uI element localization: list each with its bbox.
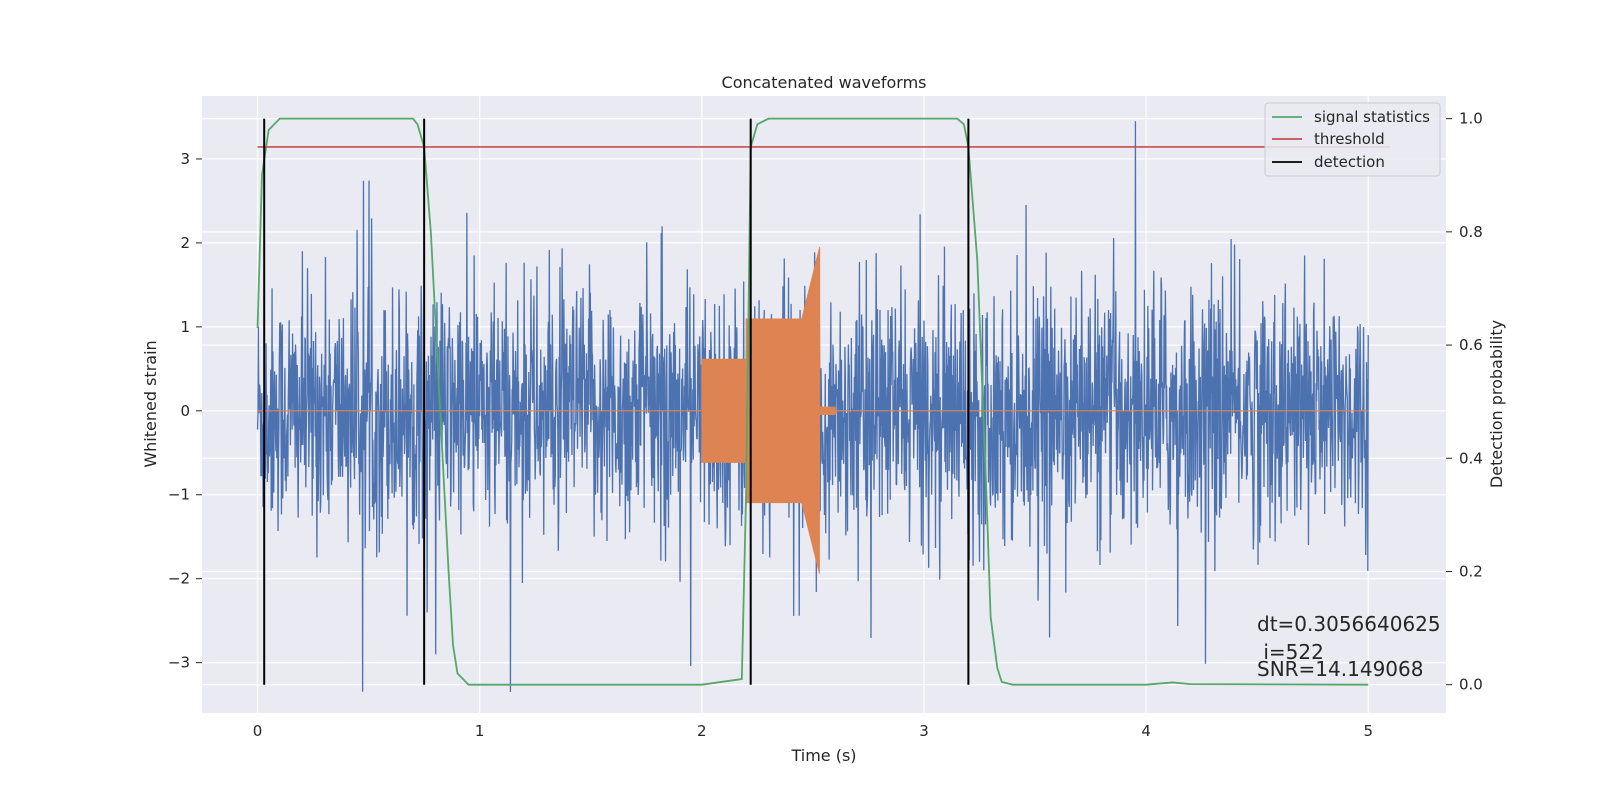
x-tick-label: 5 (1363, 722, 1373, 740)
y-tick-label: −3 (168, 654, 190, 672)
y2-tick-label: 0.0 (1459, 676, 1483, 694)
x-tick-label: 2 (697, 722, 707, 740)
y2-axis-label: Detection probability (1487, 320, 1506, 488)
y-axis-label: Whitened strain (141, 340, 160, 467)
legend-box (1264, 102, 1441, 177)
chart-title: Concatenated waveforms (722, 73, 927, 92)
x-tick-label: 3 (919, 722, 929, 740)
legend-label-detection: detection (1314, 153, 1385, 171)
legend-label-threshold: threshold (1314, 130, 1385, 148)
y-tick-label: 2 (180, 234, 190, 252)
legend-label-signal-statistics: signal statistics (1314, 108, 1430, 126)
x-axis-label: Time (s) (790, 746, 856, 765)
y2-tick-label: 0.2 (1459, 562, 1483, 580)
annotation-snr: SNR=14.149068 (1257, 657, 1423, 681)
annotation-block: dt=0.3056640625 i=522 SNR=14.149068 (1257, 612, 1441, 681)
y2-tick-label: 0.4 (1459, 449, 1483, 467)
y-tick-label: 1 (180, 318, 190, 336)
y2-tick-label: 0.6 (1459, 336, 1483, 354)
axes-layer: 0 1 2 3 4 5 −3 −2 −1 0 1 2 3 0.0 0.2 0.4 0.6 0.8 1.0 (168, 110, 1483, 740)
x-tick-label: 4 (1141, 722, 1151, 740)
y2-tick-label: 1.0 (1459, 110, 1483, 128)
series-signal-statistics-line (256, 117, 1369, 686)
data-layer (256, 117, 1391, 693)
y-tick-label: −1 (168, 486, 190, 504)
series-template-chirp-line (257, 247, 1369, 574)
annotation-dt: dt=0.3056640625 (1257, 612, 1441, 636)
legend: signal statistics threshold detection (1264, 102, 1441, 177)
annotation-index: i=522 (1257, 640, 1324, 664)
x-tick-label: 1 (475, 722, 485, 740)
y-tick-label: 0 (180, 402, 190, 420)
y2-tick-label: 0.8 (1459, 223, 1483, 241)
y-tick-label: 3 (180, 150, 190, 168)
y-tick-label: −2 (168, 570, 190, 588)
x-tick-label: 0 (253, 722, 263, 740)
